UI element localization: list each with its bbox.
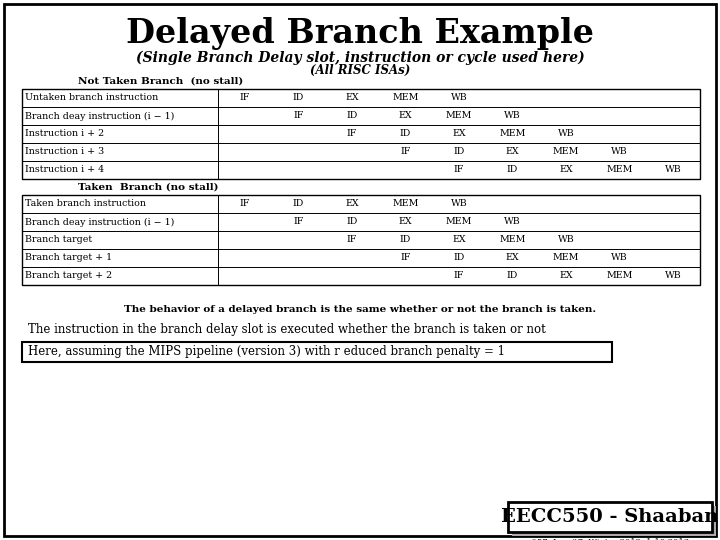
Text: Branch target: Branch target [25,235,92,245]
Text: EX: EX [452,235,466,245]
Text: ID: ID [293,199,304,208]
Text: Taken  Branch (no stall): Taken Branch (no stall) [78,183,218,192]
Text: (Single Branch Delay slot, instruction or cycle used here): (Single Branch Delay slot, instruction o… [135,51,585,65]
Text: IF: IF [293,218,304,226]
Text: WB: WB [451,93,467,103]
Text: EX: EX [399,111,413,120]
Text: ID: ID [400,130,411,138]
Text: ID: ID [293,93,304,103]
Text: MEM: MEM [392,93,418,103]
Text: WB: WB [451,199,467,208]
Text: MEM: MEM [446,111,472,120]
Text: ID: ID [507,165,518,174]
Text: Delayed Branch Example: Delayed Branch Example [126,17,594,51]
Text: EX: EX [505,253,519,262]
Text: MEM: MEM [606,165,633,174]
Text: ID: ID [454,147,464,157]
Text: MEM: MEM [500,130,526,138]
Text: EX: EX [399,218,413,226]
Text: IF: IF [400,147,410,157]
Text: IF: IF [347,130,357,138]
Text: Instruction i + 3: Instruction i + 3 [25,147,104,157]
Text: IF: IF [347,235,357,245]
Text: Here, assuming the MIPS pipeline (version 3) with r educed branch penalty = 1: Here, assuming the MIPS pipeline (versio… [28,346,505,359]
Text: WB: WB [558,235,575,245]
Text: MEM: MEM [392,199,418,208]
Text: ID: ID [507,272,518,280]
Text: The instruction in the branch delay slot is executed whether the branch is taken: The instruction in the branch delay slot… [28,323,546,336]
Text: Branch de​ay instruction (i − 1): Branch de​ay instruction (i − 1) [25,111,174,120]
Text: Branch target + 2: Branch target + 2 [25,272,112,280]
Text: EX: EX [345,93,359,103]
Text: MEM: MEM [553,147,580,157]
Text: MEM: MEM [606,272,633,280]
Text: IF: IF [240,199,250,208]
Text: Untaken branch instruction: Untaken branch instruction [25,93,158,103]
Text: EX: EX [559,272,573,280]
Text: WB: WB [504,111,521,120]
Text: IF: IF [400,253,410,262]
Text: WB: WB [611,147,628,157]
Text: Instruction i + 2: Instruction i + 2 [25,130,104,138]
Text: EX: EX [452,130,466,138]
Text: IF: IF [240,93,250,103]
Bar [22,195,700,285]
Text: IF: IF [454,165,464,174]
Text: The behavior of a delayed branch is the same whether or not the branch is taken.: The behavior of a delayed branch is the … [124,306,596,314]
Text: WB: WB [611,253,628,262]
Text: Not Taken Branch  (no stall): Not Taken Branch (no stall) [78,77,243,85]
Text: ID: ID [346,218,358,226]
Text: IF: IF [454,272,464,280]
Text: WB: WB [504,218,521,226]
Text: (All RISC ISAs): (All RISC ISAs) [310,64,410,77]
Bar [512,506,716,536]
Text: EECC550 - Shaaban: EECC550 - Shaaban [501,508,719,526]
Text: ID: ID [400,235,411,245]
Text: #57  Lec #7  Winter 2012  1-10-2013: #57 Lec #7 Winter 2012 1-10-2013 [531,538,690,540]
Text: WB: WB [665,165,682,174]
Text: Branch target + 1: Branch target + 1 [25,253,112,262]
Bar [508,502,712,532]
Text: ID: ID [454,253,464,262]
Text: EX: EX [559,165,573,174]
Bar [22,342,612,362]
Bar [22,89,700,179]
Text: MEM: MEM [500,235,526,245]
Text: EX: EX [345,199,359,208]
Text: WB: WB [558,130,575,138]
Text: Branch de​ay instruction (i − 1): Branch de​ay instruction (i − 1) [25,218,174,227]
Text: IF: IF [293,111,304,120]
Text: MEM: MEM [553,253,580,262]
Text: Taken branch instruction: Taken branch instruction [25,199,146,208]
Text: EX: EX [505,147,519,157]
Text: ID: ID [346,111,358,120]
Text: Instruction i + 4: Instruction i + 4 [25,165,104,174]
Text: MEM: MEM [446,218,472,226]
Text: WB: WB [665,272,682,280]
